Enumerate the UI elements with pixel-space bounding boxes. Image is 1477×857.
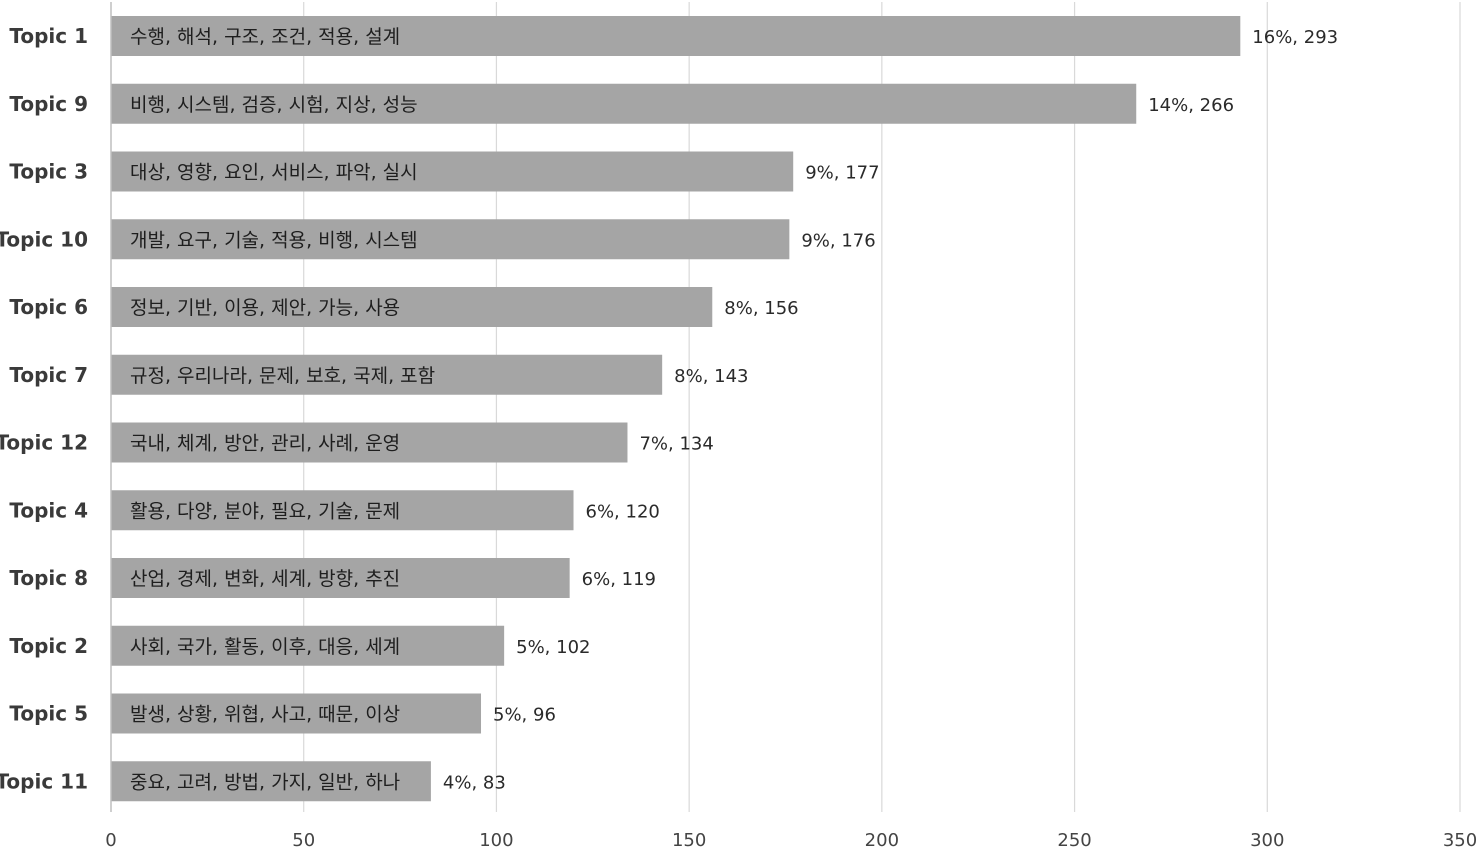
category-label: Topic 5 [9,702,88,726]
category-label: Topic 3 [9,160,88,184]
bar [111,490,574,531]
data-label: 8%, 156 [724,298,798,319]
bar [111,625,505,666]
x-tick-label: 300 [1250,830,1284,851]
data-label: 16%, 293 [1252,27,1338,48]
data-label: 14%, 266 [1148,95,1234,116]
category-label: Topic 6 [9,295,88,319]
data-label: 9%, 177 [805,163,879,184]
gridlines [303,2,1461,812]
bar [111,761,431,802]
bar-keywords: 활용, 다양, 분야, 필요, 기술, 문제 [130,500,400,522]
bar [111,151,794,192]
data-label: 5%, 102 [516,637,590,658]
category-label: Topic 10 [0,227,88,251]
bar-keywords: 중요, 고려, 방법, 가지, 일반, 하나 [130,771,400,793]
category-label: Topic 11 [0,769,88,793]
x-tick-label: 250 [1057,830,1091,851]
data-label: 9%, 176 [801,230,875,251]
data-label: 6%, 119 [582,569,656,590]
bar [111,693,482,734]
x-tick-label: 50 [292,830,315,851]
bar [111,354,663,395]
bar-keywords: 정보, 기반, 이용, 제안, 가능, 사용 [130,297,400,319]
bar [111,558,570,598]
data-label: 8%, 143 [674,366,748,387]
category-label: Topic 4 [9,498,88,522]
bar-keywords: 개발, 요구, 기술, 적용, 비행, 시스템 [130,229,418,251]
x-tick-label: 150 [672,830,706,851]
data-label: 4%, 83 [443,772,506,793]
category-label: Topic 12 [0,431,88,455]
x-tick-label: 0 [105,830,116,851]
bar [111,219,790,260]
category-label: Topic 2 [9,634,88,658]
bar-keywords: 비행, 시스템, 검증, 시험, 지상, 성능 [130,94,418,116]
x-tick-label: 200 [865,830,899,851]
bar [111,422,628,463]
bar [111,83,1137,124]
category-label: Topic 8 [9,566,88,590]
bar-keywords: 사회, 국가, 활동, 이후, 대응, 세계 [130,636,400,658]
bar-keywords: 대상, 영향, 요인, 서비스, 파악, 실시 [130,162,418,184]
x-tick-label: 350 [1443,830,1477,851]
bar-keywords: 수행, 해석, 구조, 조건, 적용, 설계 [130,26,400,48]
bar [111,16,1241,56]
x-tick-label: 100 [479,830,513,851]
data-label: 7%, 134 [639,434,713,455]
data-label: 6%, 120 [586,501,660,522]
bar [111,287,713,327]
bar-keywords: 산업, 경제, 변화, 세계, 방향, 추진 [130,568,400,590]
bar-keywords: 국내, 체계, 방안, 관리, 사례, 운영 [130,433,400,455]
data-label: 5%, 96 [493,705,556,726]
bar-keywords: 발생, 상황, 위협, 사고, 때문, 이상 [130,704,400,726]
bars: 수행, 해석, 구조, 조건, 적용, 설계 16%, 293 비행, 시스템, 검… [111,16,1338,802]
category-label: Topic 1 [9,24,88,48]
bar-keywords: 규정, 우리나라, 문제, 보호, 국제, 포함 [130,365,435,387]
category-label: Topic 7 [9,363,88,387]
category-label: Topic 9 [9,92,88,116]
